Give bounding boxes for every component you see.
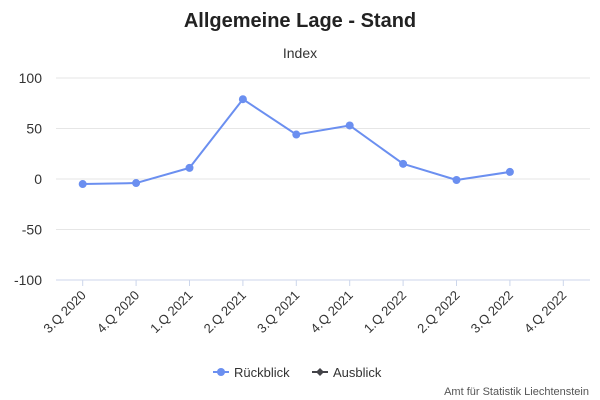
x-tick-label: 3.Q 2020 bbox=[40, 288, 88, 336]
x-tick-label: 1.Q 2022 bbox=[361, 288, 409, 336]
legend-label-ausblick: Ausblick bbox=[333, 365, 382, 380]
x-tick-label: 4.Q 2020 bbox=[94, 288, 142, 336]
chart-subtitle: Index bbox=[283, 45, 317, 61]
data-point[interactable] bbox=[505, 167, 514, 176]
y-tick-label: 0 bbox=[34, 171, 42, 187]
data-point[interactable] bbox=[452, 176, 461, 185]
y-axis-labels: 100 50 0 -50 -100 bbox=[14, 70, 42, 288]
data-point[interactable] bbox=[399, 159, 408, 168]
x-tick-label: 4.Q 2021 bbox=[307, 288, 355, 336]
data-point[interactable] bbox=[292, 130, 301, 139]
data-point[interactable] bbox=[238, 95, 247, 104]
x-axis-labels: 3.Q 2020 4.Q 2020 1.Q 2021 2.Q 2021 3.Q 2021… bbox=[40, 280, 569, 336]
x-tick-label: 2.Q 2021 bbox=[201, 288, 249, 336]
series-line bbox=[82, 98, 511, 186]
data-point[interactable] bbox=[78, 180, 87, 189]
legend-marker-ausblick bbox=[316, 368, 324, 376]
x-tick-label: 2.Q 2022 bbox=[414, 288, 462, 336]
grid-lines bbox=[56, 77, 590, 281]
legend: Rückblick Ausblick bbox=[213, 365, 382, 380]
legend-item-rueckblick[interactable]: Rückblick bbox=[213, 365, 290, 380]
y-tick-label: 100 bbox=[19, 70, 43, 86]
series-layer bbox=[78, 95, 514, 189]
data-point[interactable] bbox=[132, 179, 141, 188]
y-tick-label: -50 bbox=[22, 222, 42, 238]
y-tick-label: 50 bbox=[26, 121, 42, 137]
y-tick-label: -100 bbox=[14, 272, 42, 288]
x-tick-label: 3.Q 2022 bbox=[468, 288, 516, 336]
legend-item-ausblick[interactable]: Ausblick bbox=[312, 365, 382, 380]
x-tick-label: 1.Q 2021 bbox=[147, 288, 195, 336]
chart-credit: Amt für Statistik Liechtenstein bbox=[444, 386, 589, 398]
data-point[interactable] bbox=[185, 163, 194, 172]
data-point[interactable] bbox=[345, 121, 354, 130]
x-tick-label: 4.Q 2022 bbox=[521, 288, 569, 336]
chart-title: Allgemeine Lage - Stand bbox=[184, 10, 416, 32]
legend-marker-rueckblick bbox=[217, 368, 225, 376]
legend-label-rueckblick: Rückblick bbox=[234, 365, 290, 380]
x-tick-label: 3.Q 2021 bbox=[254, 288, 302, 336]
